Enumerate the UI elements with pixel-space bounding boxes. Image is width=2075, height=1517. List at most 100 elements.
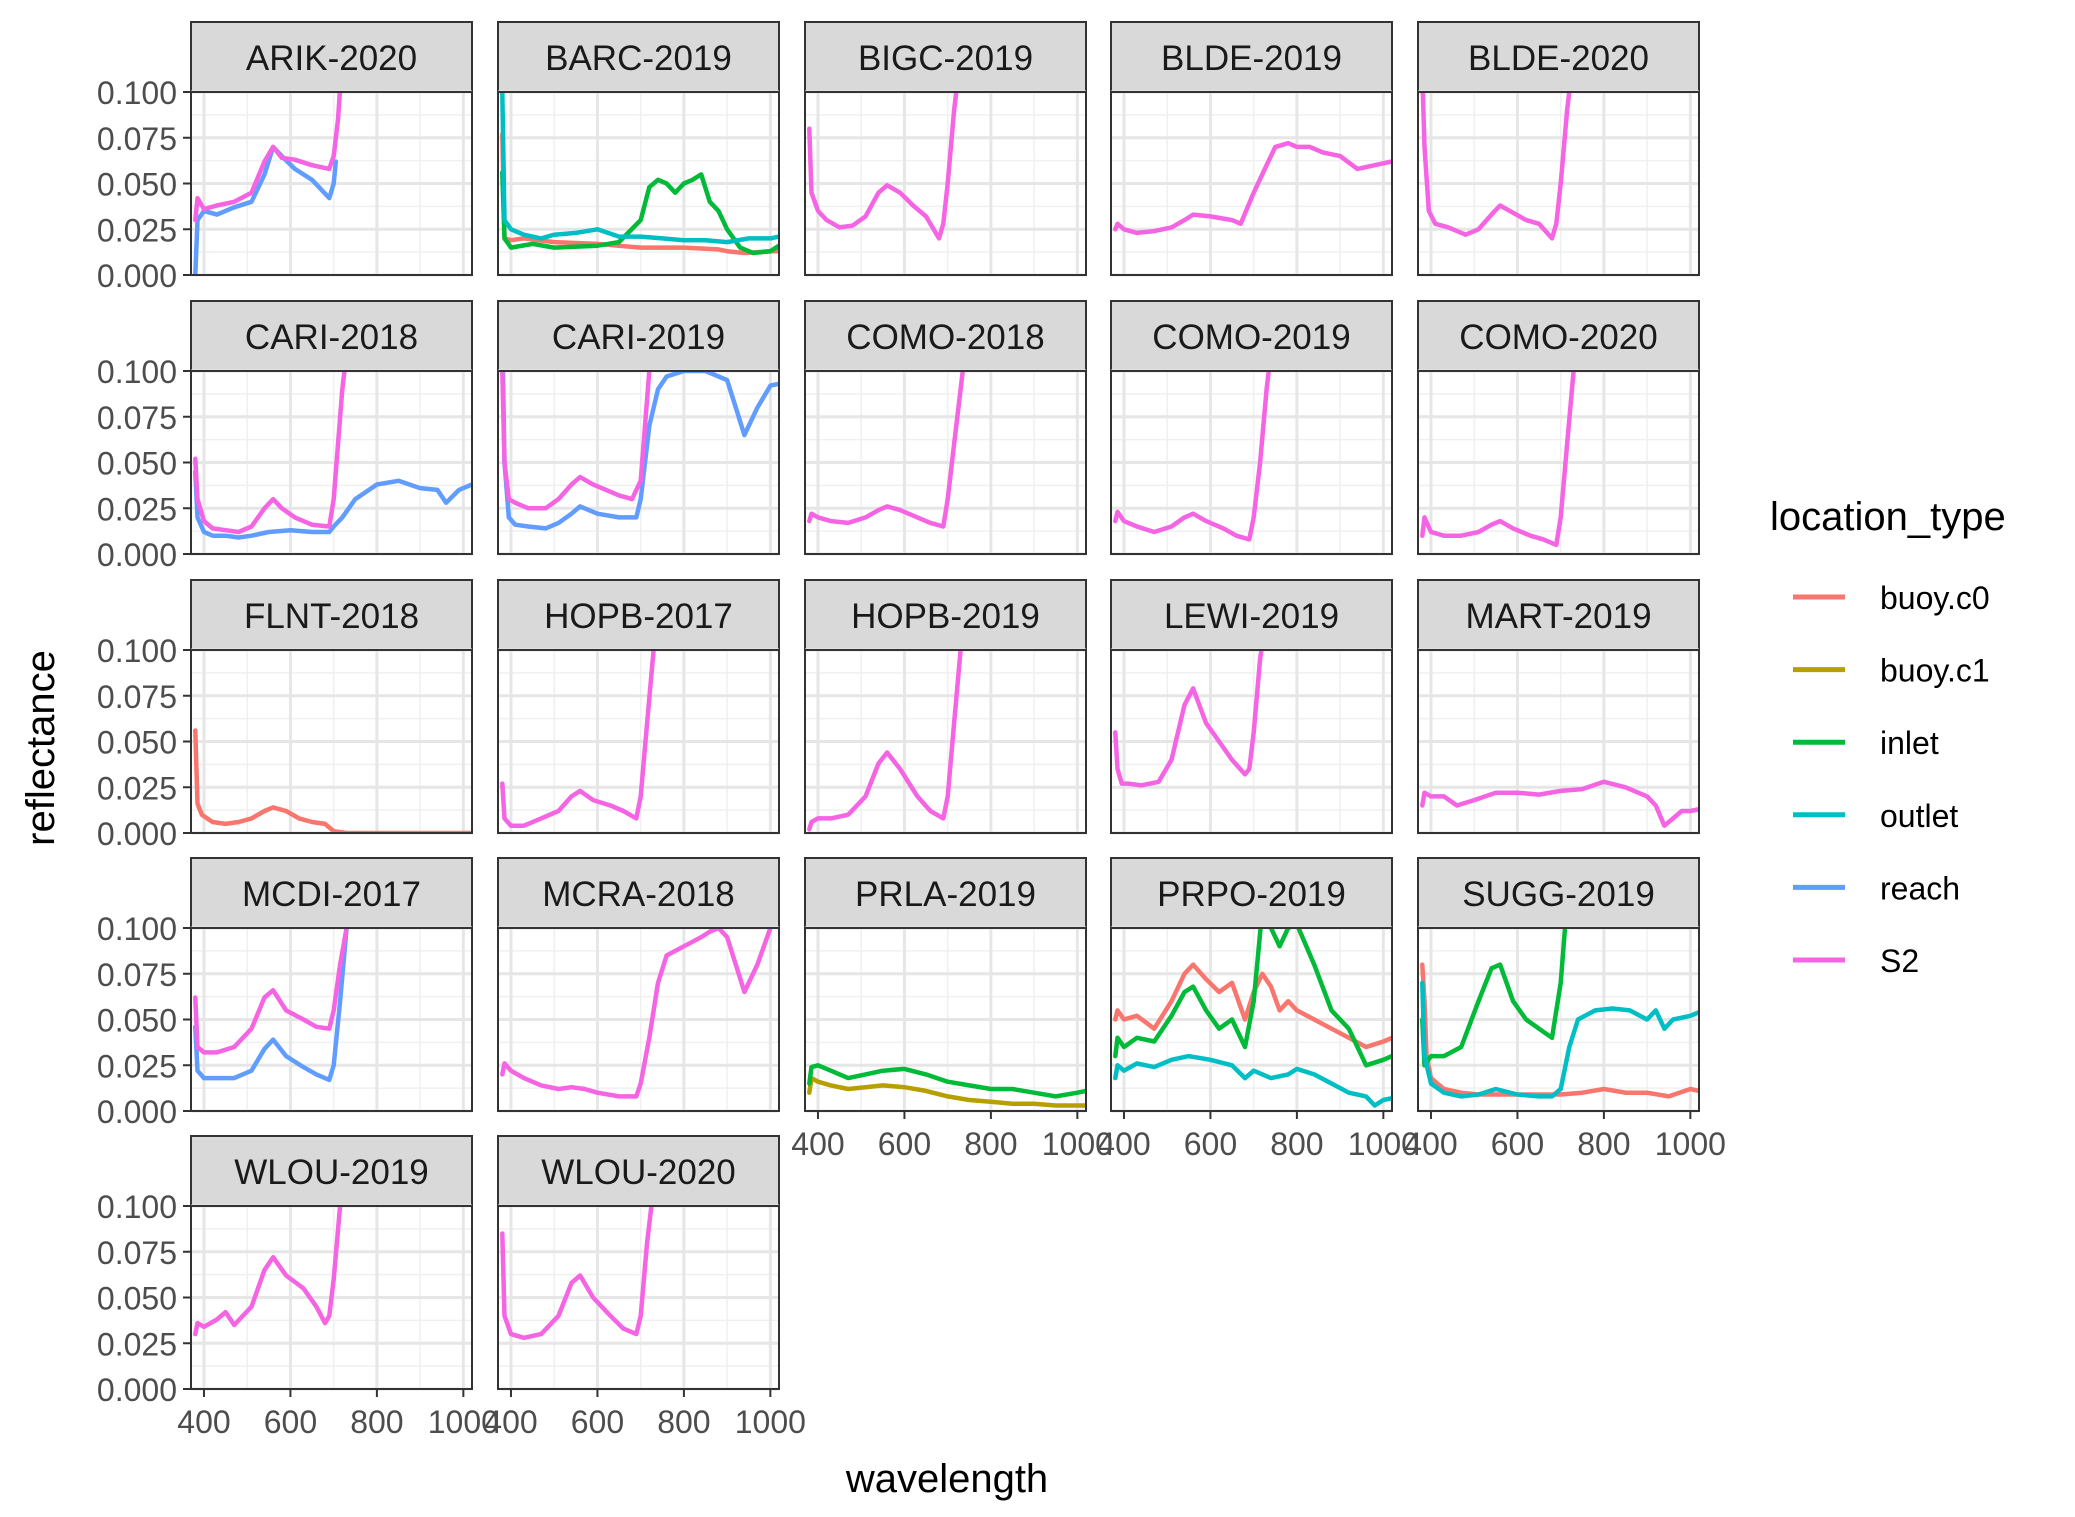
series-group [193, 1206, 343, 1337]
y-tick-label: 0.025 [97, 1048, 177, 1084]
panel-border [804, 91, 1087, 276]
series-group [193, 728, 472, 833]
y-tick-label: 0.100 [97, 1189, 177, 1225]
facet-strip-label: BIGC-2019 [858, 39, 1033, 78]
panel-border [497, 91, 780, 276]
legend-label: buoy.c0 [1880, 580, 1990, 616]
facet-strip [190, 1135, 473, 1207]
series-group [1113, 928, 1392, 1108]
facet-strip [1110, 579, 1393, 651]
series-line-inlet [1113, 928, 1392, 1068]
y-axis-title: reflectance [19, 650, 63, 846]
facet-strip [497, 300, 780, 372]
facet-strip-label: BARC-2019 [545, 39, 732, 78]
facet-strip-label: HOPB-2019 [851, 597, 1040, 636]
facet-panel: LEWI-2019 [1110, 579, 1393, 835]
panel-border [1110, 927, 1393, 1112]
series-line-reach [500, 371, 779, 531]
x-tick-label: 400 [791, 1126, 844, 1162]
facet-panel: FLNT-2018 0.000 0.025 0.050 0.075 0.100 [97, 579, 473, 852]
facet-panel: CARI-2018 0.000 0.025 0.050 0.075 0.100 [97, 300, 473, 573]
series-line-s2 [1113, 650, 1264, 788]
panel-border [804, 927, 1087, 1112]
facet-strip [497, 857, 780, 929]
facet-strip-label: HOPB-2017 [544, 597, 733, 636]
series-line-s2 [193, 371, 347, 535]
series-line-s2 [1113, 140, 1392, 236]
series-line-s2 [193, 1206, 343, 1337]
series-line-inlet [1420, 928, 1568, 1068]
y-tick-label: 0.050 [97, 1281, 177, 1317]
series-line-outlet [1420, 980, 1699, 1099]
series-line-s2 [500, 928, 774, 1099]
x-tick-label: 600 [1184, 1126, 1237, 1162]
series-line-s2 [1420, 371, 1576, 548]
facet-panel: COMO-2020 [1417, 300, 1700, 556]
series-group [500, 928, 774, 1099]
facet-panel: COMO-2018 [804, 300, 1087, 556]
panel-border [1417, 91, 1700, 276]
series-group [1113, 371, 1272, 542]
facet-strip-label: COMO-2019 [1152, 318, 1350, 357]
y-tick-label: 0.050 [97, 167, 177, 203]
series-line-outlet [1113, 1053, 1392, 1108]
y-tick-label: 0.025 [97, 212, 177, 248]
facet-strip-label: PRPO-2019 [1157, 875, 1346, 914]
series-group [1420, 371, 1576, 548]
x-axis-title: wavelength [845, 1457, 1048, 1501]
x-tick-label: 400 [1404, 1126, 1457, 1162]
series-group [500, 650, 656, 828]
x-tick-label: 600 [571, 1404, 624, 1440]
facet-panel: PRLA-2019 400 600 800 1000 [791, 857, 1113, 1162]
facet-strip-label: WLOU-2020 [541, 1153, 736, 1192]
panel-border [497, 1205, 780, 1390]
legend-label: reach [1880, 870, 1960, 906]
facet-strip-label: MCRA-2018 [542, 875, 735, 914]
facet-panel: WLOU-2020 400 600 800 1000 [484, 1135, 806, 1440]
x-tick-label: 400 [484, 1404, 537, 1440]
series-group [1113, 650, 1264, 788]
facet-panel: CARI-2019 [497, 300, 780, 556]
series-line-reach [193, 144, 339, 275]
legend-entries: buoy.c0 buoy.c1 inlet outlet reach S2 [1793, 580, 1990, 979]
facet-panel: HOPB-2017 [497, 579, 780, 835]
panel-border [804, 370, 1087, 555]
series-line-reach [193, 928, 349, 1083]
y-tick-label: 0.000 [97, 537, 177, 573]
facet-panel: COMO-2019 [1110, 300, 1393, 556]
facet-strip-label: COMO-2020 [1459, 318, 1657, 357]
legend-label: S2 [1880, 943, 1919, 979]
facet-panel: HOPB-2019 [804, 579, 1087, 835]
panel-border [497, 649, 780, 834]
y-tick-label: 0.000 [97, 1094, 177, 1130]
facet-strip [190, 579, 473, 651]
series-group [807, 92, 959, 241]
series-line-s2 [1113, 371, 1272, 542]
x-tick-label: 800 [964, 1126, 1017, 1162]
facet-strip [1417, 579, 1700, 651]
x-tick-label: 1000 [1042, 1126, 1113, 1162]
panel-border [497, 370, 780, 555]
panel-border [1110, 91, 1393, 276]
series-group [1420, 928, 1699, 1099]
facet-panel: BIGC-2019 [804, 21, 1087, 277]
series-group [1420, 779, 1699, 828]
series-line-inlet [807, 1063, 1086, 1099]
y-tick-label: 0.100 [97, 75, 177, 111]
series-line-buoy-c0 [1113, 962, 1392, 1050]
x-tick-label: 800 [1577, 1126, 1630, 1162]
y-tick-label: 0.025 [97, 1326, 177, 1362]
facet-strip [497, 21, 780, 93]
facet-panel: MCDI-2017 0.000 0.025 0.050 0.075 0.100 [97, 857, 473, 1130]
facet-panel: MCRA-2018 [497, 857, 780, 1113]
y-tick-label: 0.075 [97, 957, 177, 993]
series-line-inlet [500, 170, 779, 256]
x-tick-label: 800 [657, 1404, 710, 1440]
facet-strip-label: CARI-2018 [245, 318, 418, 357]
facet-strip-label: MCDI-2017 [242, 875, 421, 914]
x-tick-label: 800 [350, 1404, 403, 1440]
series-group [193, 92, 343, 275]
y-tick-label: 0.000 [97, 258, 177, 294]
